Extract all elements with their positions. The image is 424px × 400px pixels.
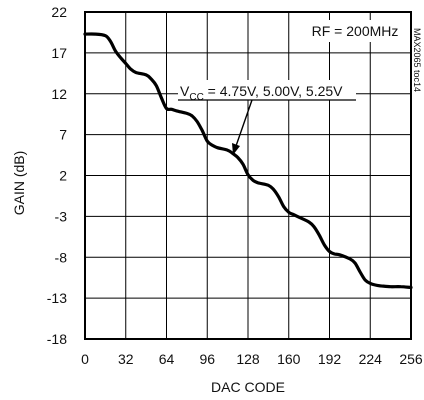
x-tick-label: 96 [199, 351, 215, 367]
vcc-annotation-pointer [235, 99, 253, 147]
y-tick-label: 2 [59, 168, 67, 184]
y-tick-label: -18 [47, 331, 67, 347]
tick-labels: 0 32 64 96 128 160 192 224 256 22 17 12 7 2 -3 -8 -13 -18 [47, 4, 423, 367]
vcc-annotation: VCC = 4.75V, 5.00V, 5.25V [180, 83, 343, 103]
x-tick-label: 32 [118, 351, 134, 367]
plot-frame [84, 11, 412, 340]
vcc-annotation-arrowhead [232, 143, 240, 155]
y-tick-label: 22 [51, 4, 67, 20]
x-axis-title: DAC CODE [211, 379, 285, 395]
x-tick-label: 0 [81, 351, 89, 367]
grid [85, 12, 411, 339]
x-tick-label: 192 [318, 351, 342, 367]
x-tick-label: 256 [399, 351, 423, 367]
y-tick-label: -8 [55, 249, 68, 265]
x-tick-label: 64 [159, 351, 175, 367]
y-tick-label: -3 [55, 208, 68, 224]
x-tick-label: 160 [277, 351, 301, 367]
part-id-label: MAX2065 toc14 [412, 28, 422, 92]
y-tick-label: 12 [51, 86, 67, 102]
rf-annotation: RF = 200MHz [312, 23, 399, 39]
y-tick-label: 7 [59, 127, 67, 143]
x-tick-label: 128 [236, 351, 260, 367]
y-axis-title: GAIN (dB) [11, 151, 27, 216]
y-tick-label: 17 [51, 45, 67, 61]
rf-annotation-bg [308, 20, 402, 42]
x-tick-label: 224 [359, 351, 383, 367]
y-tick-label: -13 [47, 290, 67, 306]
vcc-annotation-bg [178, 80, 356, 100]
gain-curve-line [83, 32, 413, 290]
